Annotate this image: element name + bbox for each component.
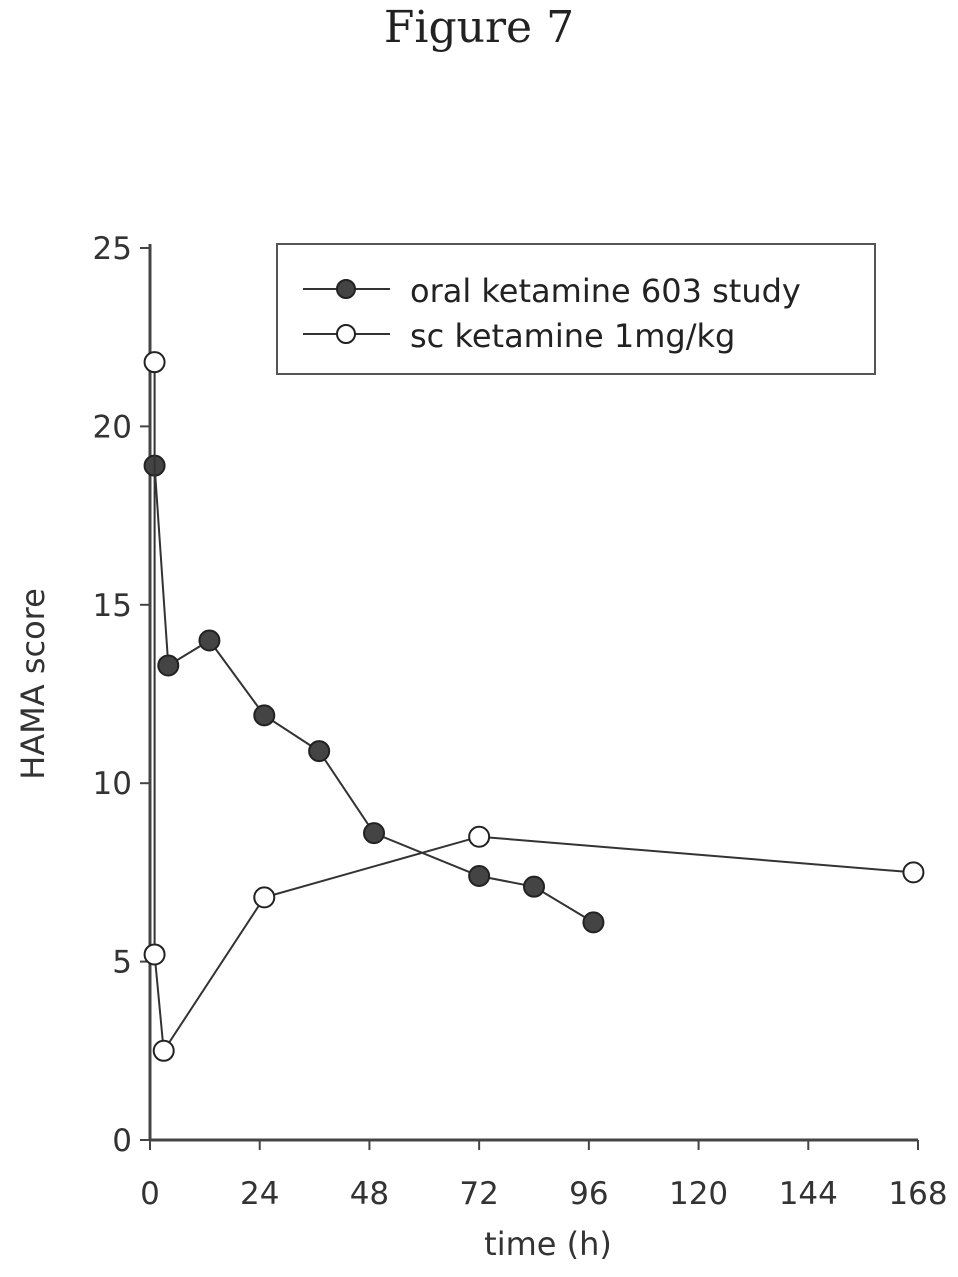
data-point — [468, 825, 491, 848]
x-tick-label: 48 — [350, 1176, 389, 1212]
data-point — [157, 654, 180, 677]
legend-marker-oral — [336, 279, 356, 299]
y-tick-label: 10 — [93, 766, 132, 802]
x-tick-label: 144 — [779, 1176, 838, 1212]
series-1 — [143, 351, 925, 1062]
legend-marker-sc — [336, 324, 356, 344]
x-axis-label: time (h) — [484, 1225, 612, 1263]
y-tick-label: 0 — [112, 1123, 132, 1159]
y-tick-label: 20 — [93, 409, 132, 445]
x-tick-label: 96 — [569, 1176, 608, 1212]
series-0 — [143, 454, 605, 934]
data-point — [253, 704, 276, 727]
data-point — [468, 864, 491, 887]
data-point — [902, 861, 925, 884]
data-point — [198, 629, 221, 652]
x-tick-label: 120 — [669, 1176, 728, 1212]
y-tick-label: 5 — [112, 945, 132, 981]
chart-series — [143, 351, 925, 1062]
series-line — [153, 362, 914, 1054]
data-point — [523, 875, 545, 898]
data-point — [582, 911, 605, 934]
x-tick-label: 168 — [888, 1176, 947, 1212]
chart-axes: 0 5 10 15 20 25 0 24 48 72 96 120 144 168 time (h) HAMA… — [14, 231, 948, 1263]
data-point — [143, 943, 166, 966]
data-point — [152, 1039, 175, 1062]
data-point — [143, 351, 166, 374]
data-point — [308, 740, 331, 763]
figure-title: Figure 7 — [383, 2, 575, 53]
legend-label-oral: oral ketamine 603 study — [410, 272, 801, 310]
x-tick-label: 72 — [459, 1176, 498, 1212]
chart-legend: oral ketamine 603 study sc ketamine 1mg/… — [276, 243, 876, 375]
x-tick-label: 24 — [240, 1176, 279, 1212]
legend-label-sc: sc ketamine 1mg/kg — [410, 317, 735, 355]
series-line — [153, 465, 594, 924]
x-tick-label: 0 — [140, 1176, 160, 1212]
data-point — [253, 886, 276, 909]
data-point — [363, 822, 385, 845]
y-tick-label: 15 — [93, 588, 132, 624]
y-tick-label: 25 — [93, 231, 132, 267]
legend-box — [276, 243, 876, 375]
y-axis-label: HAMA score — [14, 588, 52, 780]
